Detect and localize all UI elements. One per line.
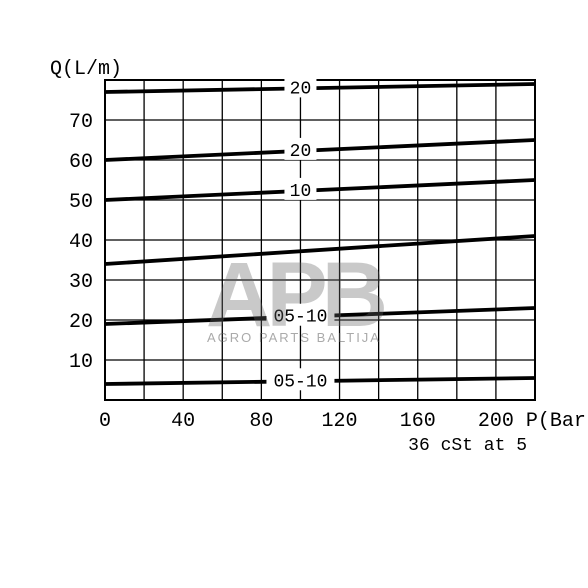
svg-text:30: 30 [69,271,93,294]
svg-text:Q(L/m): Q(L/m) [50,58,122,81]
svg-text:05-10: 05-10 [273,308,327,328]
svg-text:10: 10 [69,351,93,374]
pressure-flow-chart: 0 40 80 120 160 200 10 20 30 40 50 60 70 Q(L/m) P(Bar 3… [0,0,588,588]
svg-text:70: 70 [69,111,93,134]
svg-text:160: 160 [400,410,436,433]
svg-text:40: 40 [69,231,93,254]
svg-text:20: 20 [290,79,312,99]
svg-text:20: 20 [290,142,312,162]
svg-text:60: 60 [69,151,93,174]
svg-text:80: 80 [249,410,273,433]
svg-text:40: 40 [171,410,195,433]
svg-text:120: 120 [322,410,358,433]
chart-container: 0 40 80 120 160 200 10 20 30 40 50 60 70 Q(L/m) P(Bar 3… [0,0,588,588]
svg-text:P(Bar: P(Bar [526,410,586,433]
svg-text:05-10: 05-10 [273,372,327,392]
svg-text:36 cSt at 5: 36 cSt at 5 [408,436,527,456]
svg-text:10: 10 [290,182,312,202]
svg-text:200: 200 [478,410,514,433]
svg-text:20: 20 [69,311,93,334]
svg-text:0: 0 [99,410,111,433]
svg-text:50: 50 [69,191,93,214]
